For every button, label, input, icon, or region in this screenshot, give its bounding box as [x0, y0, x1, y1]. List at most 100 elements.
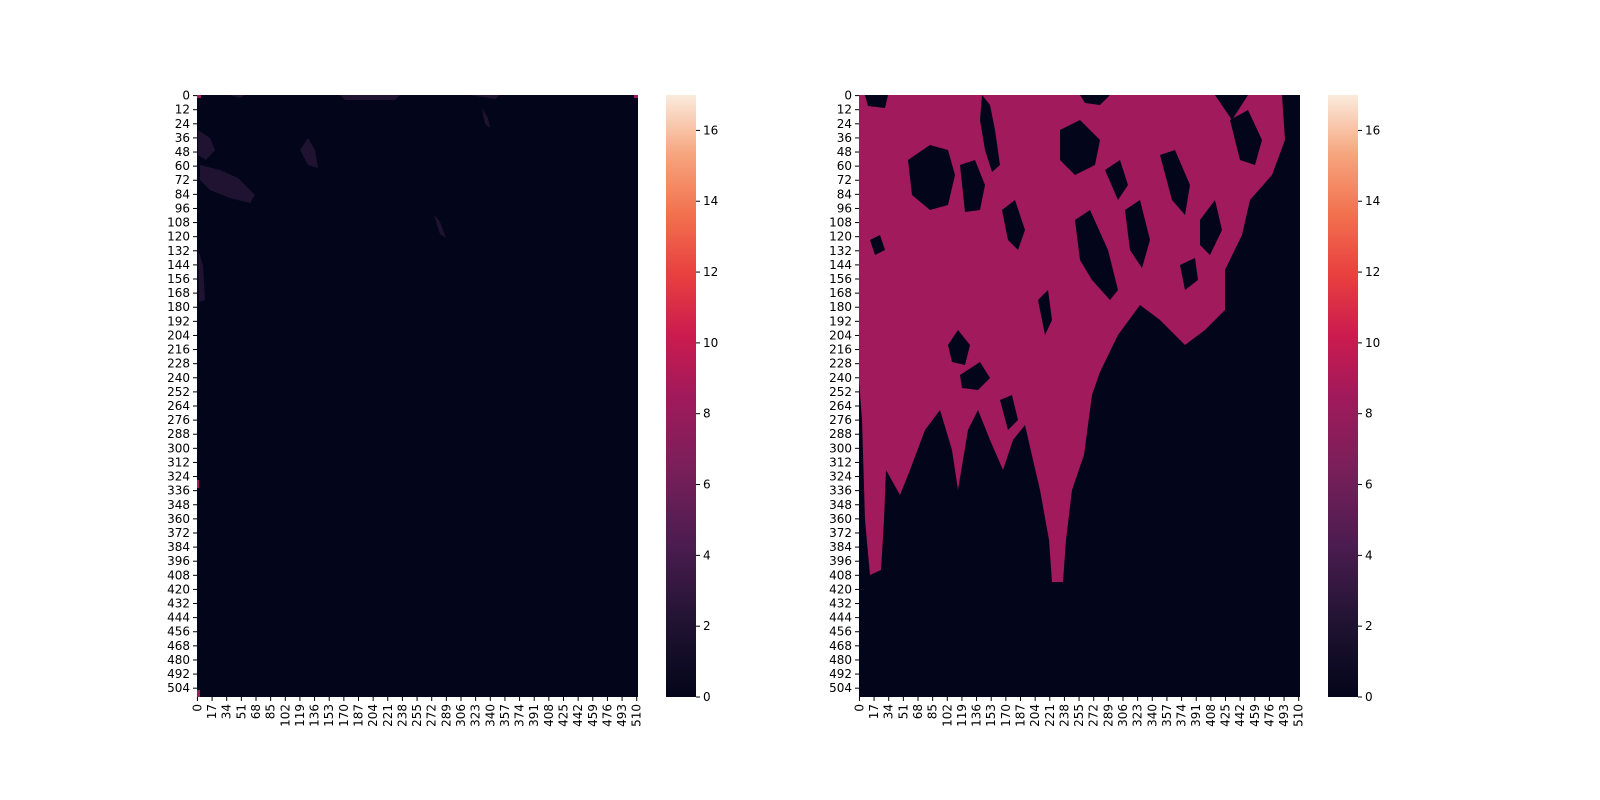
y-tick-label: 468: [829, 639, 852, 653]
x-tick-label: 357: [1160, 704, 1174, 727]
y-tick-label: 300: [829, 441, 852, 455]
x-tick-label: 340: [1145, 704, 1159, 727]
colorbar-tick-label: 14: [1365, 194, 1380, 208]
y-tick-label: 408: [829, 568, 852, 582]
colorbar-tick-label: 2: [1365, 619, 1373, 633]
x-tick-label: 85: [926, 704, 940, 719]
y-tick-label: 84: [175, 187, 190, 201]
colorbar-tick-label: 16: [703, 123, 718, 137]
x-tick-label: 493: [1277, 704, 1291, 727]
y-tick-label: 12: [837, 103, 852, 117]
y-tick-label: 228: [167, 357, 190, 371]
x-tick-label: 340: [483, 704, 497, 727]
y-tick-label: 108: [167, 216, 190, 230]
x-tick-label: 408: [1204, 704, 1218, 727]
x-tick-label: 0: [852, 704, 866, 712]
y-tick-label: 360: [167, 512, 190, 526]
y-tick-label: 276: [829, 413, 852, 427]
colorbar-left-ticks: 0 2 4 6 8 10 12 14 16: [696, 123, 718, 704]
colorbar-tick-label: 0: [1365, 690, 1373, 704]
x-tick-label: 476: [1262, 704, 1276, 727]
y-tick-label: 12: [175, 103, 190, 117]
x-tick-label: 34: [220, 704, 234, 719]
colorbar-tick-label: 12: [703, 265, 718, 279]
y-tick-label: 372: [167, 526, 190, 540]
y-tick-label: 300: [167, 441, 190, 455]
y-tick-label: 480: [829, 653, 852, 667]
colorbar-left: 0 2 4 6 8 10 12 14 16: [666, 95, 718, 704]
y-tick-label: 168: [829, 286, 852, 300]
y-tick-label: 504: [167, 681, 190, 695]
x-tick-label: 459: [1248, 704, 1262, 727]
y-tick-label: 60: [837, 159, 852, 173]
x-tick-label: 17: [205, 704, 219, 719]
y-tick-label: 84: [837, 187, 852, 201]
x-tick-label: 136: [970, 704, 984, 727]
y-tick-label: 348: [829, 498, 852, 512]
colorbar-tick-label: 4: [703, 548, 711, 562]
y-tick-label: 312: [167, 455, 190, 469]
x-tick-label: 187: [1013, 704, 1027, 727]
y-tick-label: 336: [829, 484, 852, 498]
y-tick-label: 216: [167, 343, 190, 357]
y-tick-label: 96: [175, 201, 190, 215]
x-tick-label: 119: [293, 704, 307, 727]
x-tick-label: 221: [1043, 704, 1057, 727]
x-tick-label: 374: [513, 704, 527, 727]
x-tick-label: 323: [469, 704, 483, 727]
colorbar-tick-label: 6: [703, 478, 711, 492]
y-tick-label: 108: [829, 216, 852, 230]
y-tick-label: 36: [837, 131, 852, 145]
y-tick-label: 156: [829, 272, 852, 286]
x-tick-label: 68: [249, 704, 263, 719]
colorbar-tick-label: 10: [703, 336, 718, 350]
x-tick-label: 510: [1292, 704, 1306, 727]
x-tick-label: 510: [630, 704, 644, 727]
y-tick-label: 288: [829, 427, 852, 441]
y-tick-label: 276: [167, 413, 190, 427]
x-tick-label: 425: [556, 704, 570, 727]
y-tick-label: 396: [829, 554, 852, 568]
heatmap-left-background: [197, 95, 638, 697]
y-tick-label: 132: [167, 244, 190, 258]
y-tick-label: 456: [829, 625, 852, 639]
y-tick-label: 216: [829, 343, 852, 357]
x-tick-label: 357: [498, 704, 512, 727]
x-tick-label: 136: [308, 704, 322, 727]
heatmap-left-ticks: 0 17 34 51 68 85 102 119 136 153 170 187 204 221 238 25…: [167, 89, 644, 727]
y-tick-label: 432: [829, 597, 852, 611]
x-tick-label: 0: [190, 704, 204, 712]
x-tick-label: 102: [278, 704, 292, 727]
y-tick-label: 396: [167, 554, 190, 568]
x-tick-label: 68: [911, 704, 925, 719]
x-tick-label: 408: [542, 704, 556, 727]
y-tick-label: 156: [167, 272, 190, 286]
x-tick-label: 119: [955, 704, 969, 727]
y-tick-label: 360: [829, 512, 852, 526]
y-tick-label: 60: [175, 159, 190, 173]
y-tick-label: 408: [167, 568, 190, 582]
y-tick-label: 192: [829, 314, 852, 328]
y-tick-label: 444: [829, 611, 852, 625]
y-tick-label: 456: [167, 625, 190, 639]
y-tick-label: 180: [829, 300, 852, 314]
y-tick-label: 336: [167, 484, 190, 498]
x-tick-label: 391: [1189, 704, 1203, 727]
y-tick-label: 384: [167, 540, 190, 554]
x-tick-label: 255: [1072, 704, 1086, 727]
y-tick-label: 204: [829, 328, 852, 342]
y-tick-label: 72: [175, 173, 190, 187]
y-tick-label: 132: [829, 244, 852, 258]
y-tick-label: 264: [829, 399, 852, 413]
y-tick-label: 312: [829, 455, 852, 469]
colorbar-tick-label: 6: [1365, 478, 1373, 492]
x-tick-label: 442: [1233, 704, 1247, 727]
x-tick-label: 170: [337, 704, 351, 727]
x-tick-label: 204: [366, 704, 380, 727]
heatmap-right-holes: [865, 95, 1262, 430]
x-tick-label: 476: [600, 704, 614, 727]
heatmap-right-ticks: 0 17 34 51 68 85 102 119 136 153 170 187 204 221 238 25…: [829, 89, 1306, 727]
colorbar-tick-label: 14: [703, 194, 718, 208]
x-tick-label: 289: [439, 704, 453, 727]
y-tick-label: 264: [167, 399, 190, 413]
